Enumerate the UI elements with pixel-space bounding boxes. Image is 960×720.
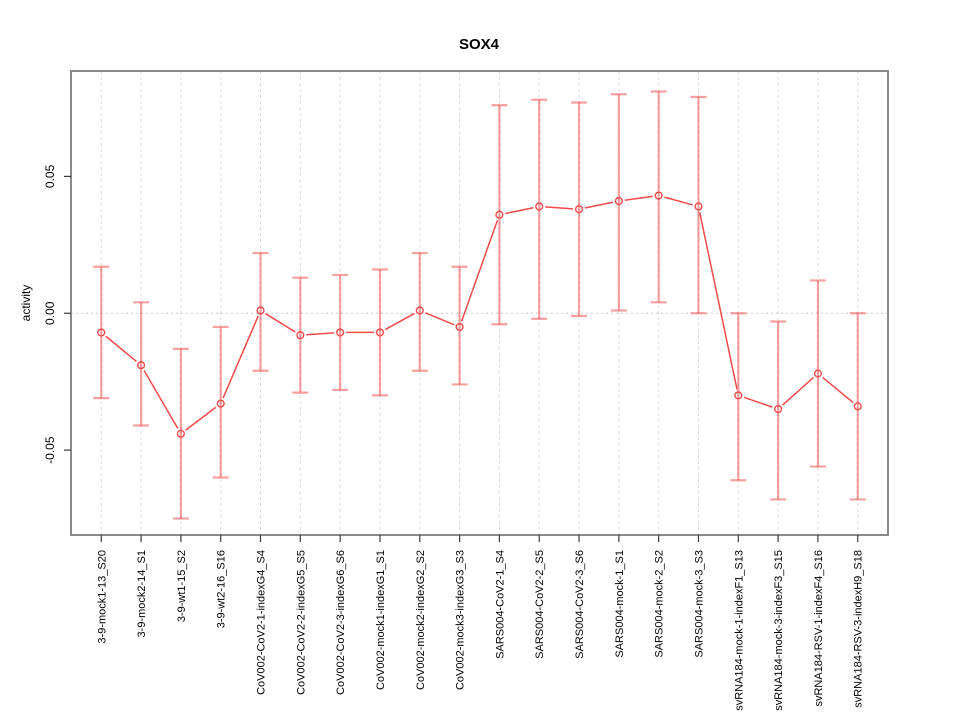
x-tick-label: CoV002-CoV2-3-indexG6_S6 — [335, 550, 347, 695]
data-point — [694, 202, 703, 211]
series-segment — [505, 206, 534, 215]
data-point — [734, 391, 743, 400]
data-point — [774, 404, 783, 414]
series-segment — [425, 312, 455, 326]
series-segment — [624, 195, 653, 201]
x-tick-label: SARS004-CoV2-2_S5 — [534, 550, 546, 659]
series-segment — [143, 370, 179, 429]
data-point — [256, 306, 265, 315]
data-point — [375, 328, 385, 337]
series-segment — [185, 406, 217, 431]
x-tick-label: 3-9-mock2-14_S1 — [136, 550, 148, 637]
x-tick-label: svRNA184-mock-1-indexF1_S13 — [733, 550, 745, 711]
axis-ticks — [64, 175, 859, 542]
series-segment — [460, 220, 499, 322]
plot-frame — [70, 70, 889, 536]
gridlines — [71, 71, 888, 535]
x-tick-labels: 3-9-mock1-13_S20 3-9-mock2-14_S1 3-9-wt1-1… — [96, 550, 864, 711]
data-point — [535, 202, 544, 211]
x-tick-label: svRNA184-mock-3-indexF3_S15 — [773, 550, 785, 711]
x-tick-label: SARS004-CoV2-1_S4 — [494, 550, 506, 659]
series-segment — [384, 312, 415, 331]
y-tick-labels: 0.05 0.00 -0.05 — [43, 164, 57, 463]
x-tick-label: CoV002-mock1-indexG1_S1 — [375, 550, 387, 690]
y-tick-label: 0.05 — [43, 164, 57, 188]
x-tick-label: 3-9-wt2-16_S16 — [216, 550, 228, 628]
series-segment — [265, 313, 296, 333]
data-series — [93, 90, 866, 520]
x-tick-label: SARS004-mock-1_S1 — [614, 550, 626, 658]
data-point — [654, 191, 663, 200]
data-point — [455, 322, 464, 332]
series-segment — [698, 212, 738, 390]
data-point — [97, 328, 106, 337]
x-tick-label: CoV002-mock2-indexG2_S2 — [415, 550, 427, 690]
series-segment — [782, 376, 814, 406]
series-segment — [664, 196, 693, 206]
x-tick-label: SARS004-CoV2-3_S6 — [574, 550, 586, 659]
data-point — [853, 402, 862, 411]
plot-border — [70, 70, 889, 536]
x-tick-label: svRNA184-RSV-3-indexH9_S18 — [853, 550, 865, 708]
chart-title: SOX4 — [459, 36, 500, 53]
data-point — [176, 429, 185, 438]
series-segment — [743, 396, 773, 408]
series-segment — [822, 376, 854, 404]
data-point — [415, 306, 424, 315]
x-tick-label: CoV002-CoV2-2-indexG5_S5 — [295, 550, 307, 695]
x-tick-label: CoV002-mock3-indexG3_S3 — [455, 550, 467, 690]
series-segment — [545, 206, 574, 210]
x-tick-label: 3-9-mock1-13_S20 — [96, 550, 108, 644]
y-axis-label: activity — [19, 285, 33, 322]
data-point — [296, 331, 305, 340]
series-segment — [105, 335, 137, 363]
x-tick-label: svRNA184-RSV-1-indexF4_S16 — [813, 550, 825, 707]
data-point — [813, 369, 823, 378]
x-tick-label: SARS004-mock-2_S2 — [654, 550, 666, 658]
data-point — [574, 205, 584, 214]
x-tick-label: SARS004-mock-3_S3 — [693, 550, 705, 658]
x-tick-label: 3-9-wt1-15_S2 — [176, 550, 188, 622]
y-tick-label: 0.00 — [43, 301, 57, 325]
series-segment — [222, 315, 259, 399]
series-segment — [584, 201, 614, 209]
data-point — [614, 196, 623, 206]
data-point — [336, 328, 345, 337]
series-segment — [306, 332, 335, 336]
y-tick-label: -0.05 — [43, 436, 57, 464]
data-point — [136, 361, 146, 370]
data-point — [495, 210, 504, 219]
x-tick-label: CoV002-CoV2-1-indexG4_S4 — [256, 550, 268, 695]
data-point — [216, 399, 225, 408]
